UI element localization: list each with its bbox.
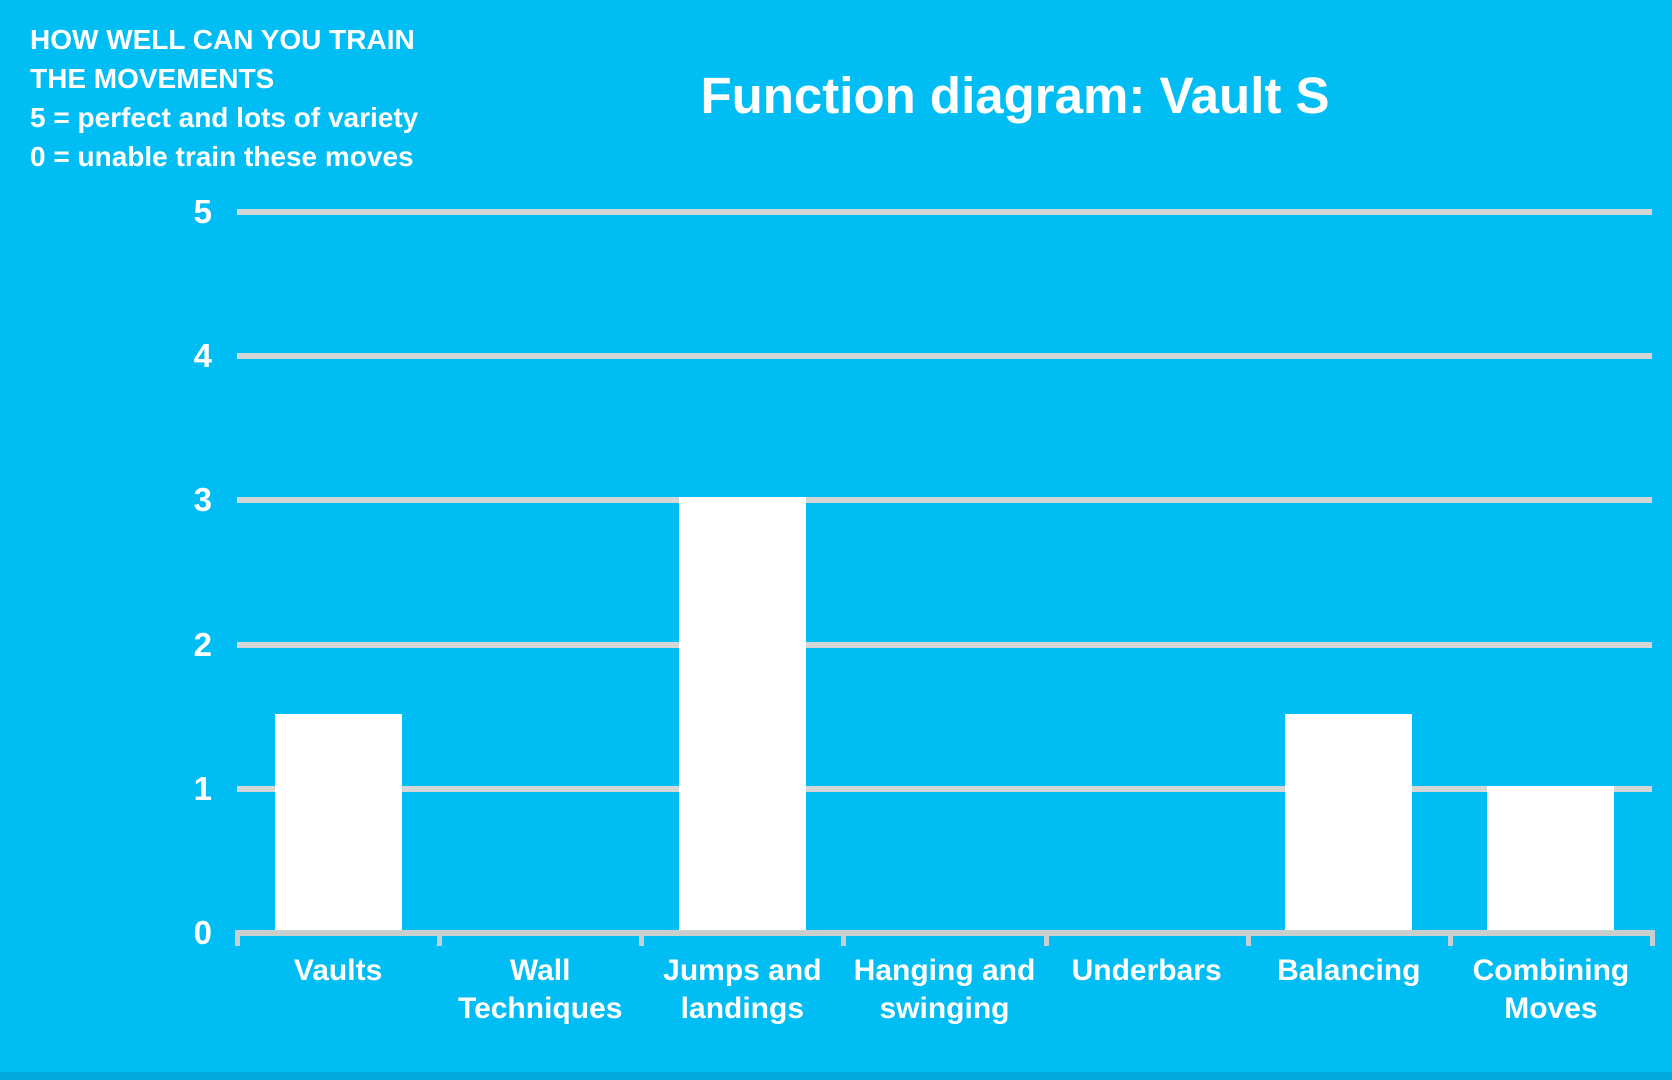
gridline-3 — [237, 497, 1652, 504]
ytick-label-4: 4 — [193, 337, 212, 375]
bar-jumps-and-landings — [678, 497, 806, 930]
axis-tick-1 — [437, 930, 443, 946]
axis-tick-3 — [841, 930, 847, 946]
scale-note: HOW WELL CAN YOU TRAIN THE MOVEMENTS 5 =… — [30, 20, 418, 176]
category-label-combining-moves: Combining Moves — [1472, 954, 1630, 1025]
bar-balancing — [1285, 713, 1413, 930]
category-label-jumps-and-landings: Jumps and landings — [663, 954, 822, 1025]
category-label-wall-techniques: Wall Techniques — [457, 954, 623, 1025]
axis-tick-6 — [1447, 930, 1453, 946]
gridline-5 — [237, 209, 1652, 215]
gridline-1 — [237, 785, 1652, 792]
ytick-label-5: 5 — [193, 193, 212, 230]
ytick-label-2: 2 — [193, 625, 212, 663]
axis-tick-4 — [1043, 930, 1049, 946]
axis-tick-0 — [235, 930, 240, 946]
ytick-label-0: 0 — [193, 914, 212, 951]
category-label-vaults: Vaults — [293, 954, 383, 987]
bar-combining-moves — [1487, 785, 1615, 930]
ytick-label-3: 3 — [193, 481, 212, 519]
note-line-2: THE MOVEMENTS — [30, 63, 275, 94]
x-axis-line — [237, 930, 1652, 936]
bar-vaults — [274, 713, 402, 930]
bottom-edge-strip — [0, 1072, 1672, 1080]
category-label-underbars: Underbars — [1071, 954, 1222, 987]
note-line-4: 0 = unable train these moves — [30, 141, 414, 172]
category-label-hanging-and-swinging: Hanging and swinging — [853, 954, 1036, 1025]
gridline-2 — [237, 641, 1652, 648]
note-line-1: HOW WELL CAN YOU TRAIN — [30, 24, 415, 55]
category-label-balancing: Balancing — [1277, 954, 1421, 987]
chart-title: Function diagram: Vault S — [700, 67, 1330, 124]
axis-tick-2 — [639, 930, 645, 946]
axis-tick-5 — [1245, 930, 1251, 946]
note-line-3: 5 = perfect and lots of variety — [30, 102, 419, 133]
gridline-4 — [237, 353, 1652, 360]
ytick-label-1: 1 — [193, 769, 212, 807]
axis-tick-7 — [1650, 930, 1655, 946]
